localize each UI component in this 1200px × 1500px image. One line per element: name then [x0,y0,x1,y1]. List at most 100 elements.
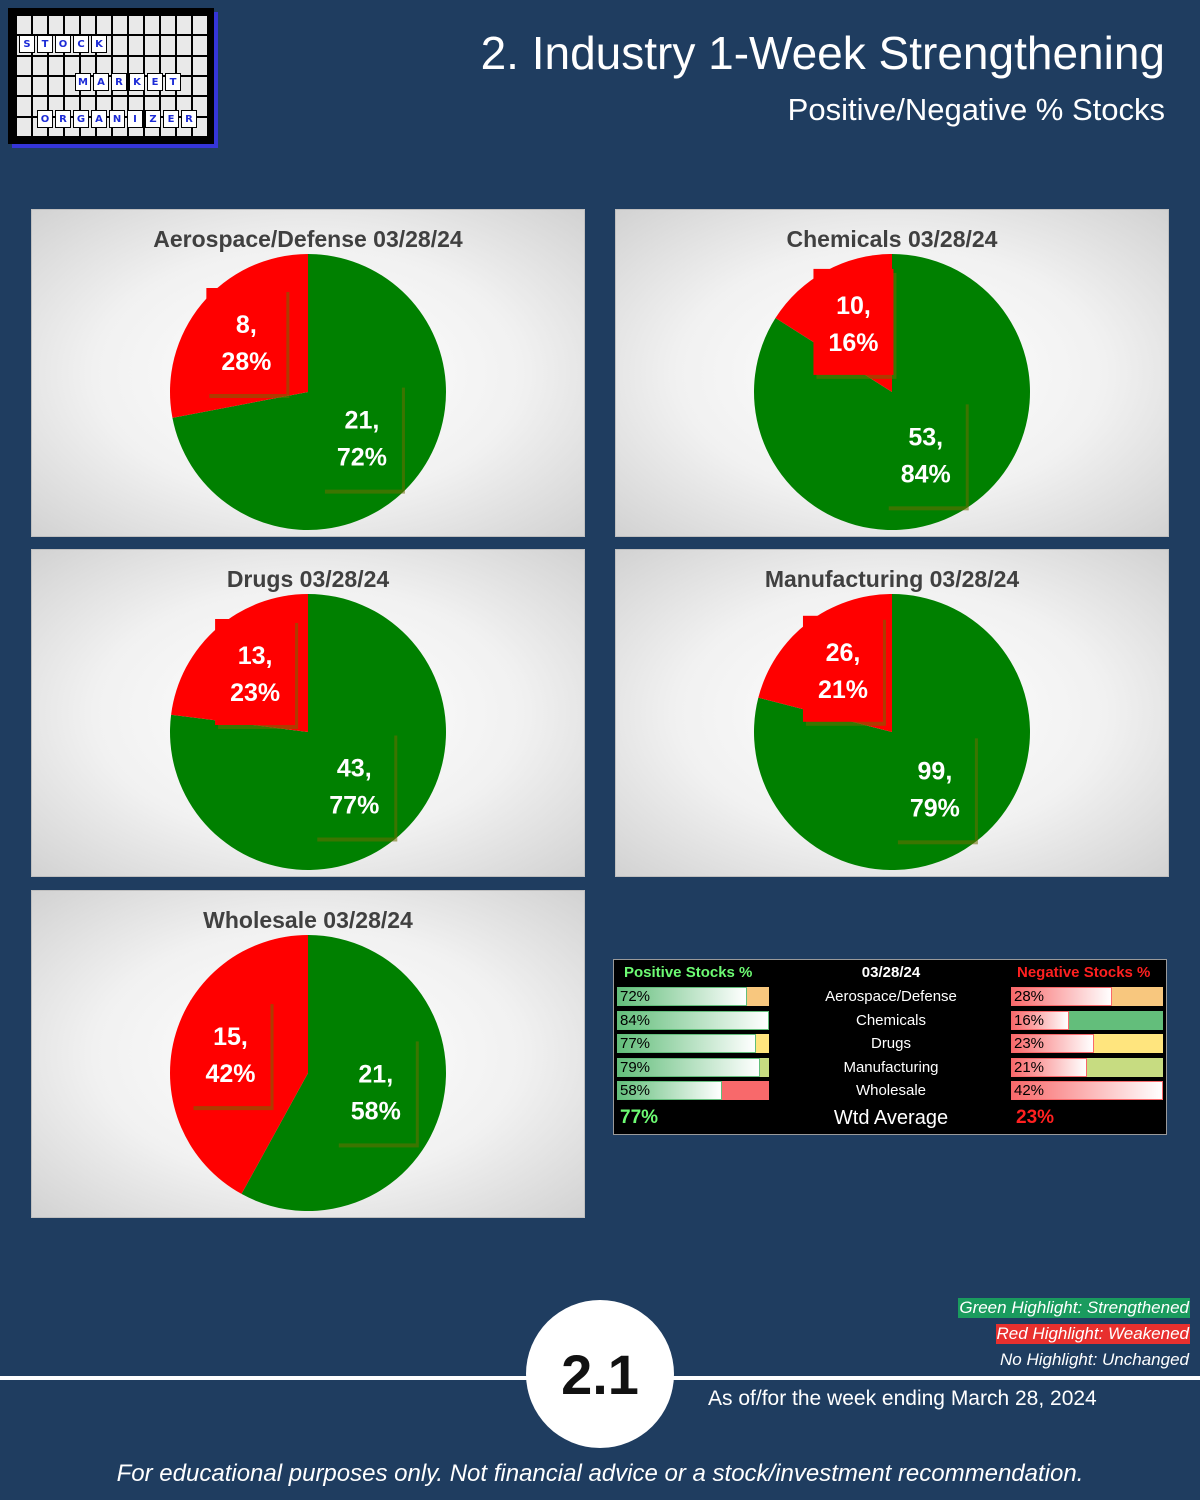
positive-bar-cell: 58% [617,1081,769,1100]
negative-bar-cell: 42% [1011,1081,1163,1100]
negative-header: Negative Stocks % [1017,964,1151,981]
logo-cell [33,16,47,35]
logo-letter: T [37,35,53,53]
data-label-box [813,268,894,375]
data-label-positive: 72% [337,444,387,472]
pie-panel-aerospace: Aerospace/Defense 03/28/24 21, 72% 8, 28% [31,209,585,537]
pie-chart-chemicals: 53, 84% 10, 16% [754,254,1030,530]
negative-bar-cell: 28% [1011,987,1163,1006]
logo-cell [193,16,207,35]
logo-letter: K [91,35,107,53]
logo-cell [129,16,143,35]
positive-value: 79% [620,1058,651,1076]
chart-title: Wholesale 03/28/24 [203,907,413,933]
logo-cell [33,77,47,96]
data-label-box [215,618,296,725]
logo-cell [129,36,143,55]
positive-bar-cell: 72% [617,987,769,1006]
negative-value: 16% [1014,1011,1045,1029]
legend-strengthened: Green Highlight: Strengthened [958,1298,1190,1318]
industry-name: Manufacturing [843,1058,939,1076]
data-label-positive: 79% [910,794,960,822]
logo-cell [177,36,191,55]
negative-bar [1011,1081,1163,1100]
negative-value: 21% [1014,1058,1045,1076]
logo-letter: R [181,110,197,128]
data-label-box [321,383,402,490]
legend-weakened: Red Highlight: Weakened [995,1324,1190,1344]
chart-title: Chemicals 03/28/24 [786,226,998,252]
page-subtitle: Positive/Negative % Stocks [787,92,1165,127]
logo-cell [49,77,63,96]
negative-bar-cell: 23% [1011,1034,1163,1053]
negative-bar [1011,1010,1069,1030]
logo-cell [161,36,175,55]
as-of-date: As of/for the week ending March 28, 2024 [708,1387,1097,1410]
pie-chart-wholesale: 21, 58% 15, 42% [169,935,446,1211]
data-label-negative: 16% [828,329,878,357]
data-label-negative: 8, [236,311,257,339]
data-label-box [894,734,975,841]
logo-letter: M [75,73,91,91]
data-label-negative: 23% [230,679,280,707]
logo-letter: G [73,110,89,128]
logo-cell [193,77,207,96]
data-label-negative: 21% [818,676,868,704]
data-label-positive: 21, [358,1060,393,1088]
logo-cell [161,16,175,35]
logo-cell [145,36,159,55]
logo-cell [17,56,31,75]
logo-letter: I [127,110,143,128]
negative-bar [1011,987,1113,1006]
industry-name: Aerospace/Defense [825,988,957,1005]
page-title: 2. Industry 1-Week Strengthening [480,27,1165,79]
positive-bar [617,1081,722,1100]
table-row: 84% Chemicals 16% [614,1010,1166,1032]
pie-panel-chemicals: Chemicals 03/28/24 53, 84% 10, 16% [615,209,1169,537]
page-number-badge: 2.1 [526,1300,674,1448]
negative-bar-cell: 21% [1011,1057,1163,1077]
data-label-box [314,731,395,838]
industry-name: Chemicals [855,1011,927,1029]
logo-cell [145,16,159,35]
data-label-positive: 58% [351,1097,401,1125]
logo-cell [17,16,31,35]
positive-bar-cell: 84% [617,1010,769,1030]
logo-letter: C [73,35,89,53]
logo-letter: N [109,110,125,128]
logo-cell [113,56,127,75]
table-row: 79% Manufacturing 21% [614,1057,1166,1079]
positive-value: 84% [620,1011,651,1029]
logo-cell [177,56,191,75]
logo-cell [49,16,63,35]
negative-value: 42% [1014,1082,1045,1099]
logo-letter: O [37,110,53,128]
logo-cell [113,16,127,35]
average-negative: 23% [1016,1107,1055,1128]
data-label-negative: 15, [213,1023,248,1051]
positive-bar-cell: 79% [617,1057,769,1077]
data-label-positive: 99, [918,757,953,785]
pie-panel-wholesale: Wholesale 03/28/24 21, 58% 15, 42% [31,890,585,1218]
chart-title: Drugs 03/28/24 [226,566,390,592]
logo-cell [161,56,175,75]
industry-name: Wholesale [855,1082,927,1099]
data-label-box [802,615,883,722]
logo-letter: Z [145,110,161,128]
footer-divider-left [0,1376,530,1380]
summary-table: Positive Stocks % 03/28/24 Negative Stoc… [613,959,1167,1135]
negative-bar [1011,1034,1095,1053]
logo-letter: O [55,35,71,53]
data-label-box [190,1000,271,1107]
logo-cell [33,56,47,75]
logo-cell [81,56,95,75]
data-label-box [335,1037,416,1144]
negative-value: 28% [1014,988,1045,1005]
table-row: 72% Aerospace/Defense 28% [614,986,1166,1008]
logo-letter: T [165,73,181,91]
logo-cell [65,16,79,35]
logo-cell [97,16,111,35]
negative-bar [1011,1057,1087,1077]
